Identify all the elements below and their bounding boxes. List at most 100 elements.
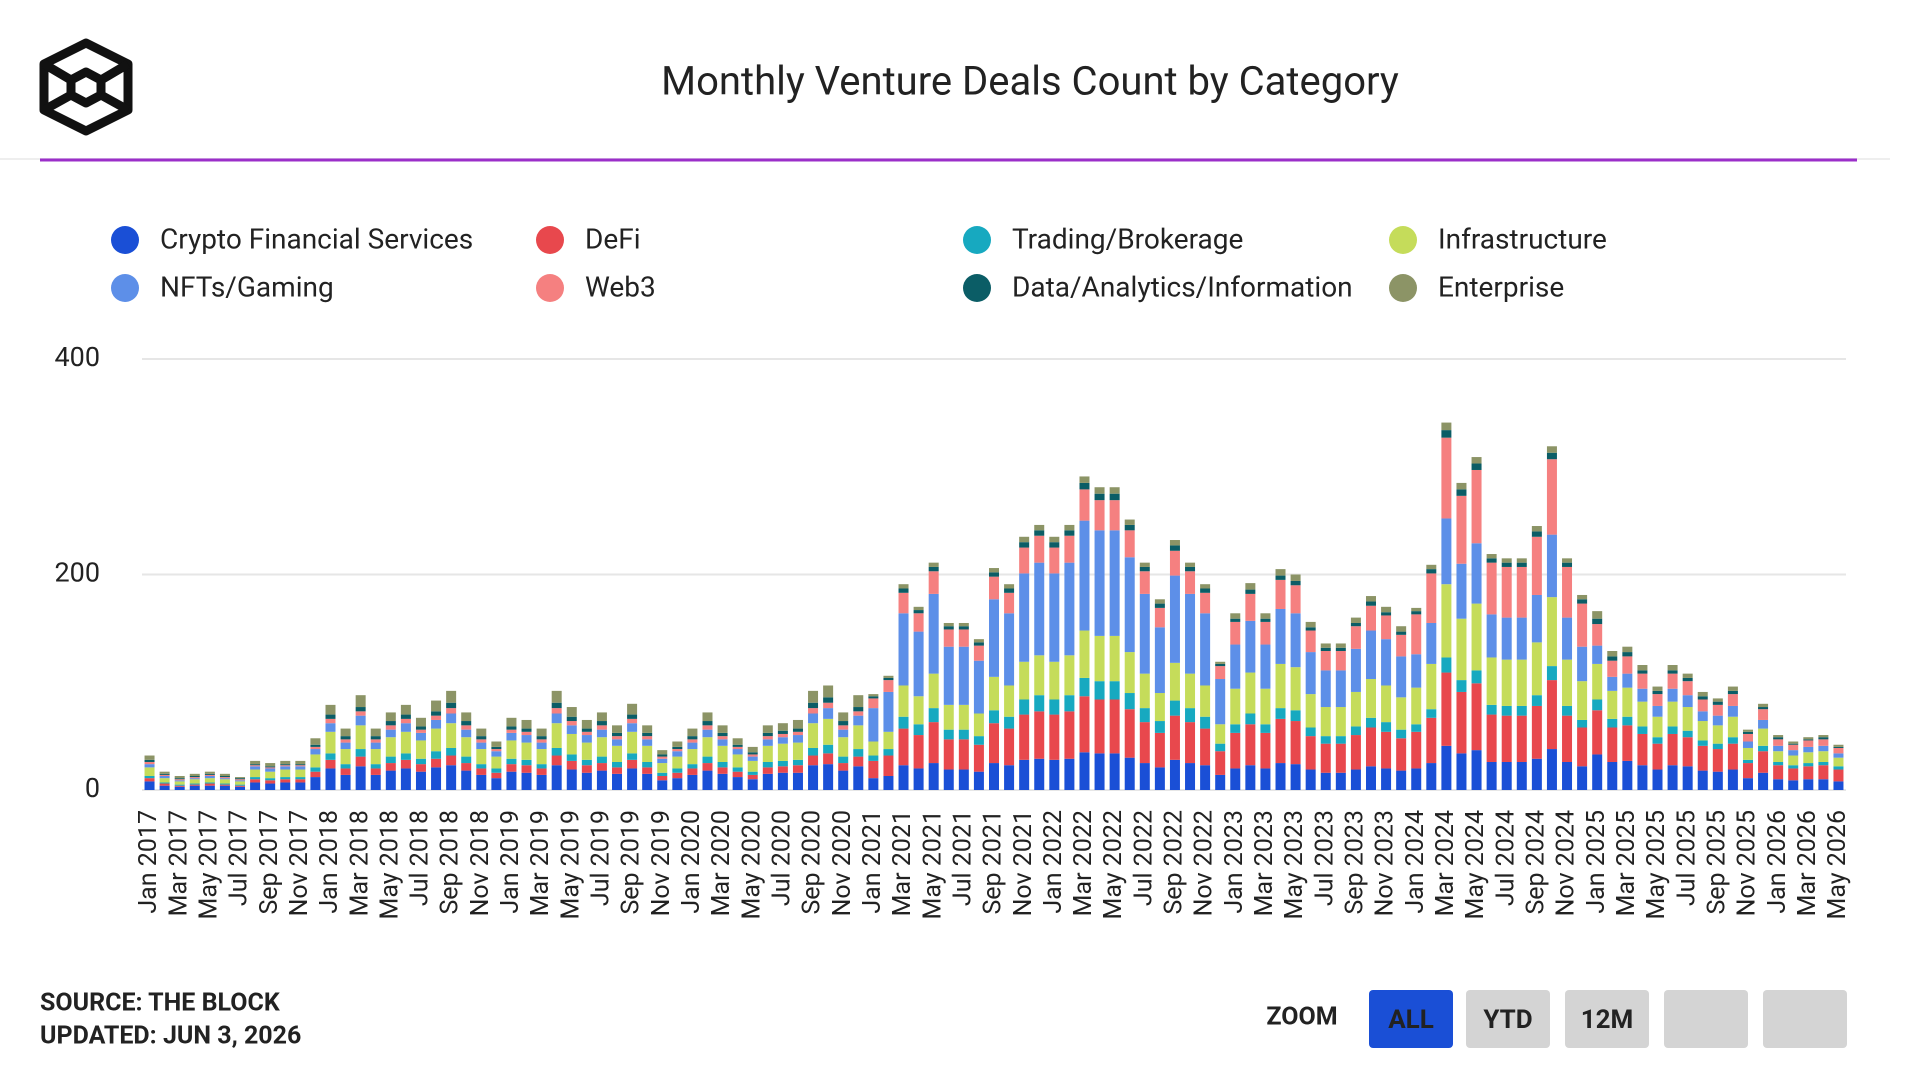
- legend-label: Infrastructure: [1438, 222, 1607, 255]
- legend-swatch: [1389, 274, 1417, 302]
- bar-segment: [702, 729, 713, 738]
- zoom-button[interactable]: [1565, 990, 1649, 1048]
- bar-segment: [1742, 733, 1753, 742]
- bar-segment: [913, 606, 924, 611]
- bar-segment: [732, 771, 743, 778]
- bar-segment: [1139, 722, 1150, 764]
- bar-segment: [1381, 768, 1392, 790]
- bar-segment: [1697, 699, 1708, 712]
- x-tick-label: Nov 2019: [647, 810, 676, 916]
- bar-segment: [310, 738, 321, 745]
- zoom-button[interactable]: [1369, 990, 1453, 1048]
- x-tick-label: Jan 2018: [315, 810, 344, 914]
- bar-segment: [1019, 547, 1030, 574]
- bar-segment: [295, 779, 306, 783]
- bar-segment: [1758, 772, 1769, 790]
- bar-segment: [1471, 469, 1482, 544]
- bar-segment: [1094, 753, 1105, 790]
- bar-segment: [551, 702, 562, 709]
- zoom-button-label[interactable]: YTD: [1483, 1005, 1532, 1035]
- x-tick-label: Sep 2023: [1341, 810, 1370, 915]
- bar-segment: [1169, 759, 1180, 790]
- bar-segment: [1742, 729, 1753, 732]
- bar-segment: [551, 690, 562, 703]
- bar-segment: [1320, 643, 1331, 648]
- bar-segment: [943, 769, 954, 790]
- bar-segment: [325, 753, 336, 760]
- bar-segment: [642, 725, 653, 733]
- bar-segment: [823, 685, 834, 698]
- zoom-button-label[interactable]: 12M: [1581, 1005, 1634, 1035]
- bar-segment: [521, 719, 532, 729]
- bar-segment: [1411, 607, 1422, 612]
- bar-segment: [204, 775, 215, 779]
- bar-segment: [250, 769, 261, 778]
- bar-segment: [1365, 766, 1376, 790]
- bar-segment: [415, 758, 426, 765]
- bar-segment: [235, 781, 246, 785]
- bar-segment: [250, 766, 261, 770]
- bar-segment: [385, 721, 396, 726]
- bar-segment: [1426, 622, 1437, 664]
- bar-segment: [1019, 759, 1030, 790]
- bar-segment: [868, 741, 879, 756]
- bar-segment: [174, 785, 185, 787]
- bar-segment: [596, 737, 607, 757]
- bar-segment: [1154, 721, 1165, 733]
- legend-swatch: [536, 274, 564, 302]
- bar-segment: [1441, 672, 1452, 746]
- bar-segment: [1305, 694, 1316, 728]
- bar-segment: [1320, 651, 1331, 671]
- bar-segment: [1381, 612, 1392, 616]
- bar-segment: [325, 731, 336, 754]
- zoom-button[interactable]: [1466, 990, 1550, 1048]
- bar-segment: [1290, 667, 1301, 711]
- bar-segment: [1682, 730, 1693, 738]
- bar-segment: [340, 728, 351, 737]
- zoom-button-label[interactable]: ALL: [1388, 1005, 1434, 1035]
- x-tick-label: Nov 2017: [285, 810, 314, 916]
- bar-segment: [265, 780, 276, 784]
- bar-segment: [1426, 564, 1437, 570]
- bar-segment: [717, 761, 728, 768]
- bar-segment: [1652, 743, 1663, 770]
- bar-segment: [1773, 737, 1784, 740]
- bar-segment: [1803, 763, 1814, 767]
- bar-segment: [1079, 752, 1090, 790]
- bar-segment: [280, 777, 291, 780]
- zoom-button[interactable]: [1664, 990, 1748, 1048]
- bar-segment: [943, 739, 954, 770]
- bar-segment: [1049, 714, 1060, 760]
- bar-segment: [1154, 607, 1165, 628]
- bar-segment: [1350, 726, 1361, 736]
- bar-segment: [476, 768, 487, 775]
- bar-segment: [1109, 699, 1120, 754]
- bar-segment: [204, 773, 215, 775]
- bar-segment: [1275, 608, 1286, 664]
- bar-segment: [325, 704, 336, 715]
- bar-segment: [1622, 687, 1633, 717]
- x-tick-label: Jan 2024: [1401, 810, 1430, 914]
- bar-segment: [672, 746, 683, 750]
- bar-segment: [913, 768, 924, 790]
- bar-segment: [1833, 753, 1844, 758]
- bar-segment: [144, 755, 155, 760]
- x-tick-label: Jul 2021: [948, 810, 977, 906]
- bar-segment: [1456, 680, 1467, 692]
- bar-segment: [868, 696, 879, 699]
- x-tick-label: May 2019: [556, 810, 585, 919]
- bar-segment: [1441, 430, 1452, 438]
- bar-segment: [1004, 765, 1015, 790]
- bar-segment: [144, 775, 155, 779]
- bar-segment: [265, 766, 276, 768]
- bar-segment: [536, 728, 547, 737]
- bar-segment: [1004, 716, 1015, 729]
- bar-segment: [1697, 711, 1708, 722]
- bar-segment: [1577, 646, 1588, 682]
- bar-segment: [566, 754, 577, 761]
- zoom-button[interactable]: [1763, 990, 1847, 1048]
- bar-segment: [1124, 693, 1135, 710]
- bar-segment: [461, 712, 472, 722]
- bar-segment: [521, 731, 532, 736]
- x-tick-label: Mar 2017: [164, 810, 193, 916]
